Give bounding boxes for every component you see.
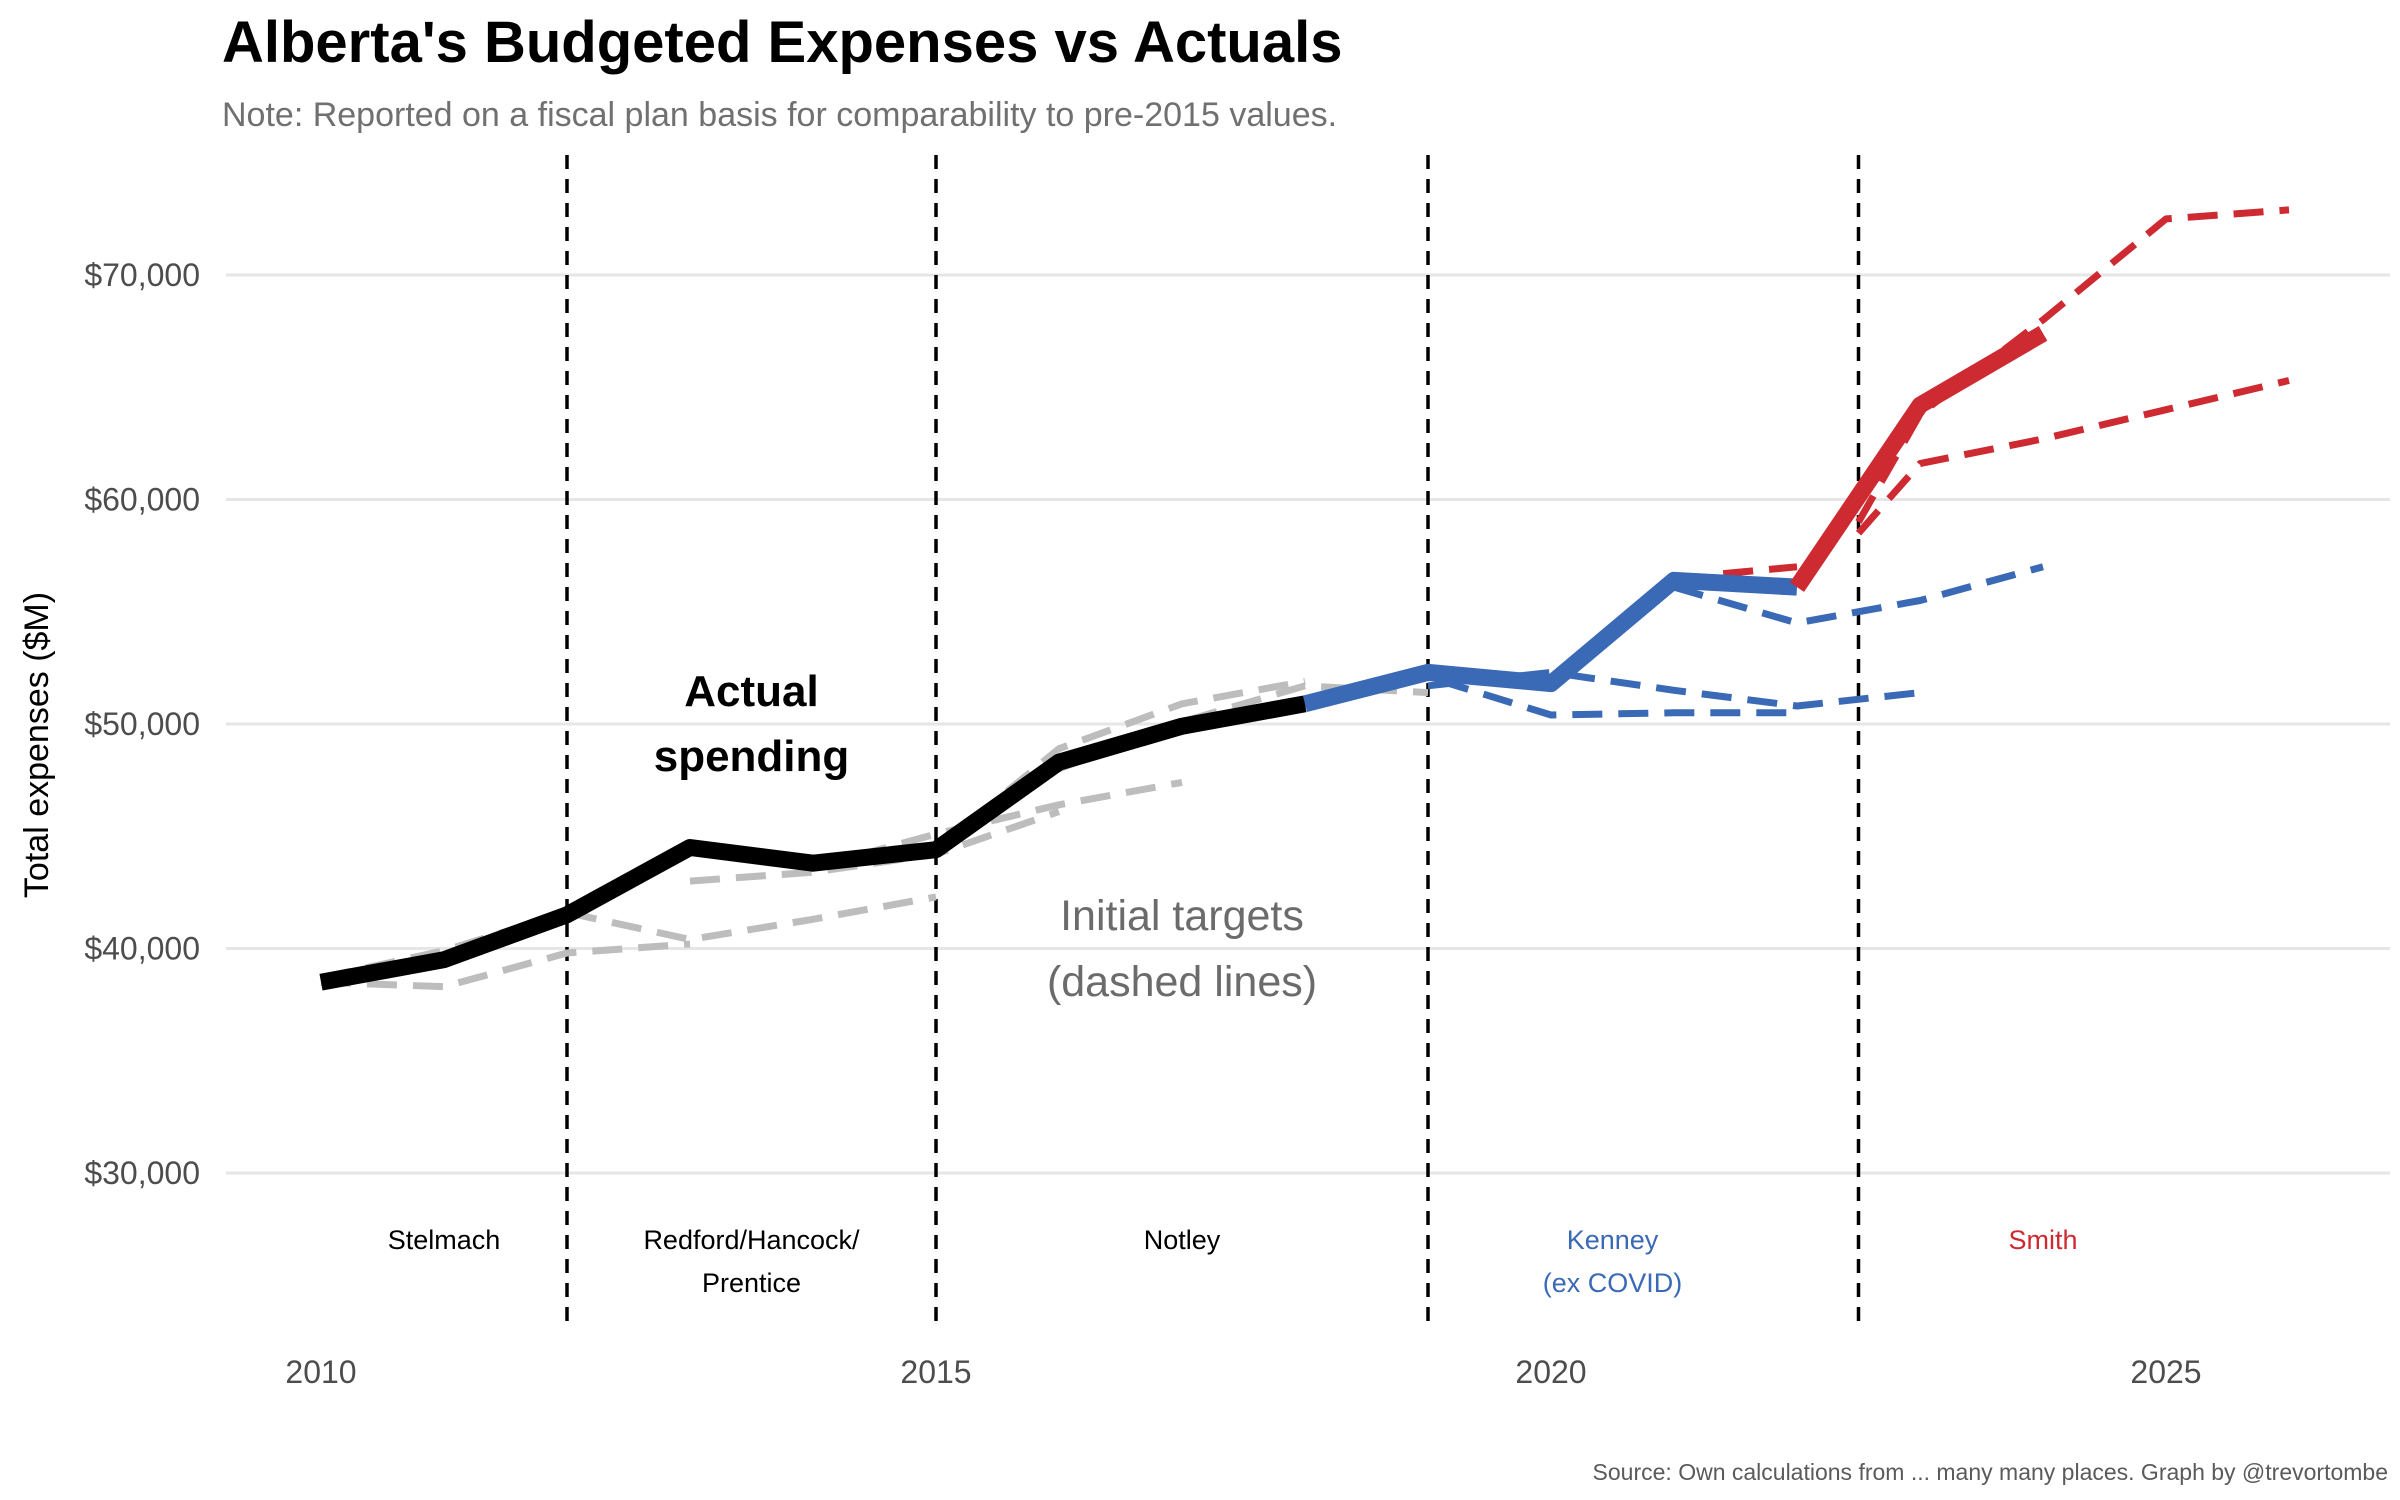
y-tick-label: $70,000: [84, 257, 200, 293]
era-label: Stelmach: [388, 1225, 501, 1255]
x-tick-label: 2025: [2130, 1354, 2201, 1390]
era-label-line: Kenney: [1567, 1225, 1659, 1255]
era-label: Smith: [2008, 1225, 2077, 1255]
era-label-line: Smith: [2008, 1225, 2077, 1255]
era-label-line: Redford/Hancock/: [643, 1225, 860, 1255]
target-line: [1673, 563, 2044, 627]
target-line: [1427, 668, 1921, 710]
y-tick-label: $30,000: [84, 1155, 200, 1191]
era-label-line: Prentice: [702, 1268, 801, 1298]
y-tick-label: $60,000: [84, 482, 200, 518]
annotation-line: (dashed lines): [1047, 958, 1317, 1006]
era-label-line: (ex COVID): [1543, 1268, 1683, 1298]
x-tick-label: 2010: [285, 1354, 356, 1390]
target-lines: [320, 206, 2290, 991]
actual-line: [1302, 571, 1798, 713]
labels: Stelmach Redford/Hancock/Prentice Notley Ke…: [388, 667, 2078, 1298]
actual-spending-annotation: Actual spending: [654, 667, 850, 781]
target-line: [1855, 377, 2290, 536]
annotation-line: Initial targets: [1060, 892, 1304, 940]
era-label: Notley: [1144, 1225, 1221, 1255]
era-label-line: Stelmach: [388, 1225, 501, 1255]
target-line: [1304, 673, 1797, 719]
annotation-line: spending: [654, 732, 850, 781]
target-line: [566, 893, 937, 943]
actual-line: [1789, 326, 2048, 592]
initial-targets-annotation: Initial targets (dashed lines): [1047, 892, 1317, 1006]
era-dividers: [565, 155, 1861, 1330]
annotation-line: Actual: [684, 667, 818, 716]
chart-title: Alberta's Budgeted Expenses vs Actuals: [222, 10, 1342, 75]
era-label-line: Notley: [1144, 1225, 1221, 1255]
target-line: [1722, 563, 1798, 578]
y-axis-label: Total expenses ($M): [18, 592, 56, 898]
actual-line: [319, 695, 1307, 991]
era-label: Kenney (ex COVID): [1543, 1225, 1683, 1298]
target-line: [320, 940, 691, 991]
x-tick-label: 2020: [1515, 1354, 1586, 1390]
era-label: Redford/Hancock/Prentice: [643, 1225, 860, 1298]
gridlines: $30,000 $40,000 $50,000 $60,000 $70,000 2010 2…: [84, 257, 2390, 1390]
y-tick-label: $40,000: [84, 931, 200, 967]
chart-subtitle: Note: Reported on a fiscal plan basis fo…: [222, 96, 1337, 134]
actual-lines: [319, 326, 2048, 991]
chart-caption: Source: Own calculations from ... many m…: [1593, 1459, 2388, 1485]
y-tick-label: $50,000: [84, 706, 200, 742]
x-tick-label: 2015: [900, 1354, 971, 1390]
target-line: [1057, 682, 1429, 773]
target-line: [1855, 206, 2290, 524]
